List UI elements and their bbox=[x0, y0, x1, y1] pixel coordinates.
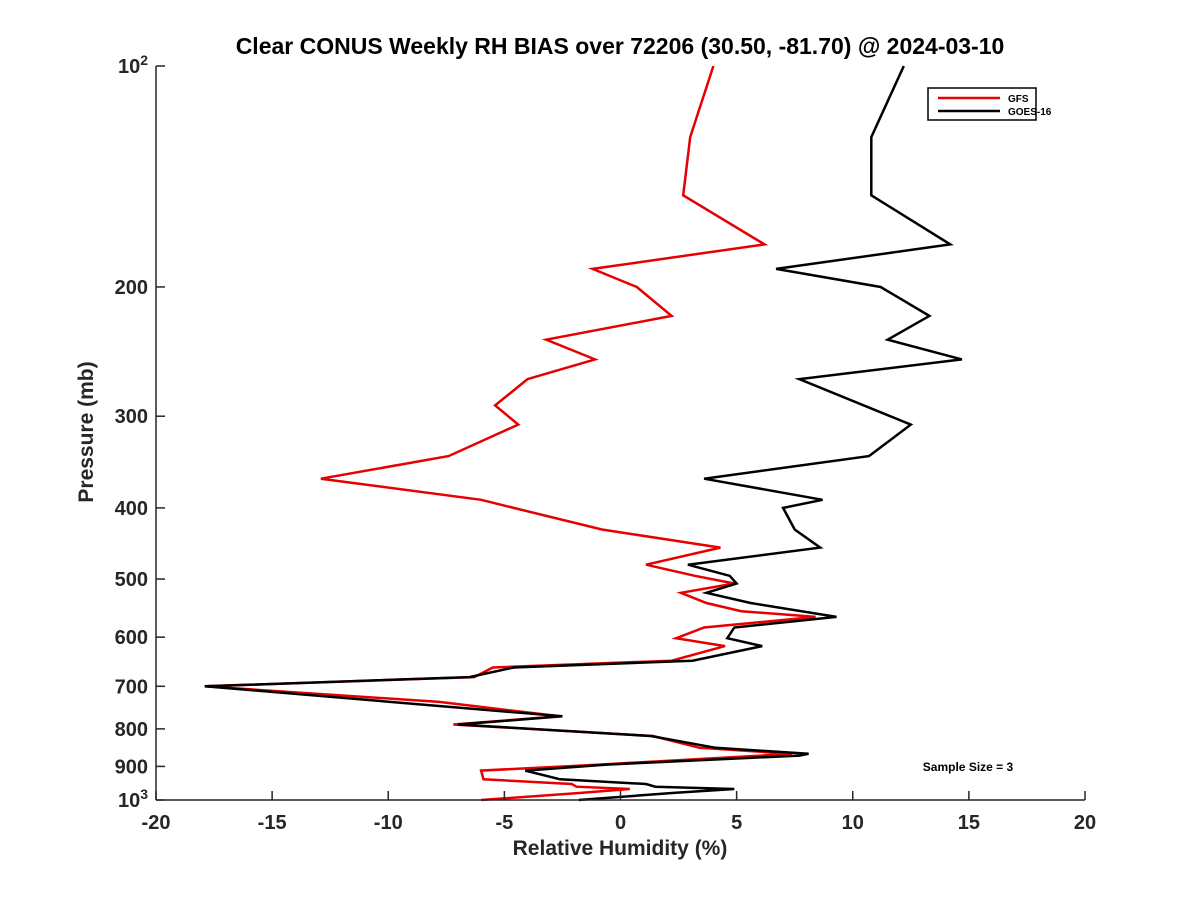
x-tick-label: 5 bbox=[731, 812, 742, 834]
chart-title: Clear CONUS Weekly RH BIAS over 72206 (3… bbox=[236, 33, 1005, 59]
series-line-goes-16 bbox=[204, 65, 963, 802]
x-tick-label: 0 bbox=[615, 812, 626, 834]
x-tick-label: 15 bbox=[958, 812, 980, 834]
y-tick-label: 700 bbox=[115, 676, 148, 698]
y-tick-label: 103 bbox=[118, 786, 148, 812]
y-axis-title: Pressure (mb) bbox=[75, 361, 98, 502]
x-tick-label: 10 bbox=[842, 812, 864, 834]
x-tick-label: -10 bbox=[374, 812, 403, 834]
sample-size-annotation: Sample Size = 3 bbox=[923, 760, 1014, 774]
legend-label-gfs: GFS bbox=[1008, 94, 1029, 105]
legend-box bbox=[927, 87, 1037, 121]
y-axis-ticks: 102 200 300 400 500 600 700 800 900 103 bbox=[115, 52, 165, 812]
x-tick-label: -5 bbox=[495, 812, 513, 834]
x-axis-title: Relative Humidity (%) bbox=[513, 837, 728, 860]
y-tick-label: 600 bbox=[115, 627, 148, 649]
y-tick-label: 400 bbox=[115, 498, 148, 520]
y-tick-label: 300 bbox=[115, 406, 148, 428]
x-axis-ticks: -20 -15 -10 -5 0 5 10 15 20 bbox=[142, 791, 1096, 834]
x-tick-label: -15 bbox=[258, 812, 287, 834]
x-tick-label: 20 bbox=[1074, 812, 1096, 834]
legend: GFS GOES-16 bbox=[927, 87, 1052, 121]
x-tick-label: -20 bbox=[142, 812, 171, 834]
axes bbox=[155, 66, 1085, 801]
legend-label-goes-16: GOES-16 bbox=[1008, 107, 1052, 118]
y-tick-label: 900 bbox=[115, 756, 148, 778]
y-tick-label: 800 bbox=[115, 719, 148, 741]
y-tick-label: 200 bbox=[115, 277, 148, 299]
plot-lines bbox=[204, 65, 963, 802]
series-line-gfs bbox=[204, 65, 816, 802]
y-tick-label: 102 bbox=[118, 52, 148, 78]
y-tick-label: 500 bbox=[115, 569, 148, 591]
